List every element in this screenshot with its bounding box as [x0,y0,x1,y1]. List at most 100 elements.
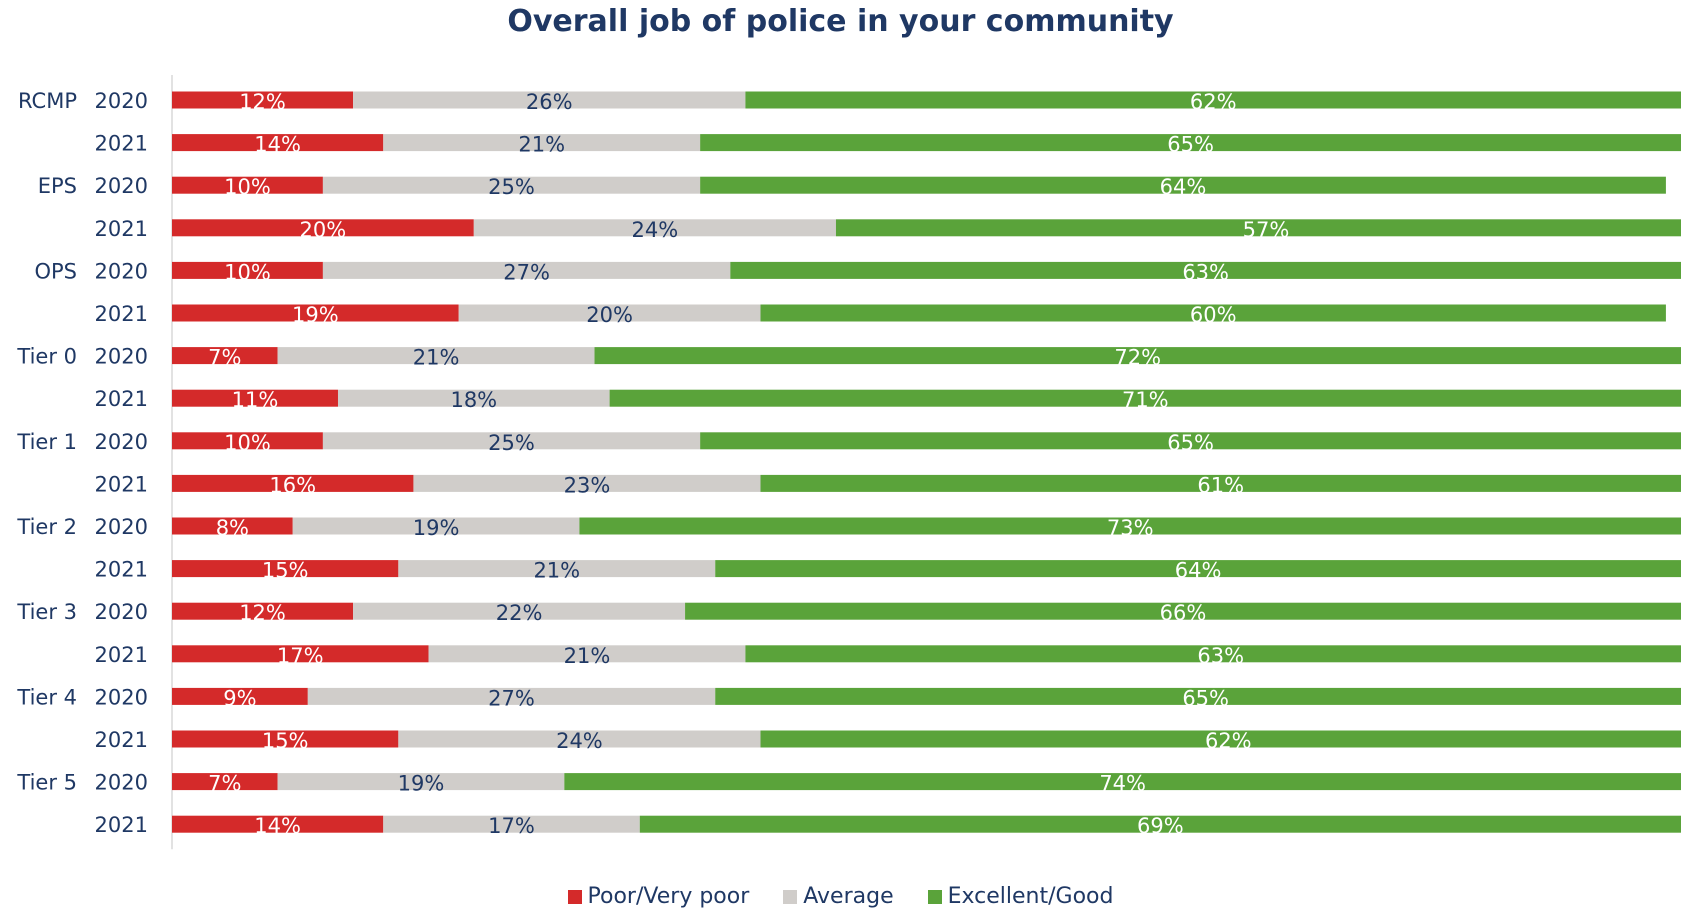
legend-swatch-average [783,889,798,904]
bar-segment [760,304,1666,322]
bar-segment [172,304,459,322]
bar-segment [172,389,338,407]
data-label: 14% [254,814,301,838]
year-tick-label: 2020 [95,174,148,198]
year-tick-label: 2020 [95,515,148,539]
bar-segment [700,176,1666,194]
group-tick-label: OPS [34,259,77,283]
year-tick-label: 2021 [95,132,148,156]
data-label: 21% [413,346,460,370]
data-label: 24% [632,218,679,242]
bar-segment [760,730,1681,748]
data-label: 19% [413,516,460,540]
bar-segment [835,219,1681,237]
bar-segment [172,261,323,279]
legend-item-excellent: Excellent/Good [927,884,1114,909]
data-label: 26% [526,90,573,114]
data-label: 10% [224,260,271,284]
data-label: 22% [496,601,543,625]
data-label: 73% [1107,516,1154,540]
bar-segment [322,432,701,450]
data-label: 15% [262,729,309,753]
bar-segment [700,432,1681,450]
bar-segment [172,91,354,109]
chart-title: Overall job of police in your community [507,4,1174,39]
data-label: 11% [232,388,279,412]
bar-segment [322,261,731,279]
data-label: 18% [450,388,497,412]
data-label: 14% [254,133,301,157]
data-label: 23% [564,473,611,497]
data-label: 17% [488,814,535,838]
year-tick-label: 2020 [95,771,148,795]
bar-segment [322,176,701,194]
data-label: 65% [1182,686,1229,710]
data-label: 16% [269,473,316,497]
bar-segment [639,815,1681,833]
bar-segment [715,687,1681,705]
legend: Poor/Very poor Average Excellent/Good [0,884,1681,909]
data-label: 25% [488,431,535,455]
data-label: 24% [556,729,603,753]
data-label: 21% [533,559,580,583]
year-tick-label: 2020 [95,345,148,369]
bar-segment [715,560,1681,578]
group-tick-label: Tier 3 [16,600,77,624]
bar-segment [700,134,1681,152]
bar-segment [413,474,761,492]
data-label: 27% [503,260,550,284]
bar-segment [745,645,1681,663]
bar-segment [685,602,1681,620]
stacked-bar-chart: 2020 RCMP 12% 26% 62% 2021 14% 21% 65% 2020 EPS 10%… [16,75,1681,850]
year-tick-label: 2020 [95,259,148,283]
year-tick-label: 2021 [95,728,148,752]
data-label: 7% [208,346,241,370]
data-label: 65% [1167,133,1214,157]
legend-item-average: Average [783,884,894,909]
bar-segment [292,517,580,535]
legend-item-poor: Poor/Very poor [567,884,749,909]
data-label: 69% [1137,814,1184,838]
data-label: 61% [1197,473,1244,497]
bar-segment [172,517,293,535]
data-label: 71% [1122,388,1169,412]
bar-segment [337,389,610,407]
legend-swatch-excellent [927,889,942,904]
year-tick-label: 2020 [95,685,148,709]
data-label: 12% [239,90,286,114]
data-label: 10% [224,431,271,455]
data-label: 20% [586,303,633,327]
year-tick-label: 2021 [95,387,148,411]
bar-segment [564,773,1681,791]
bar-segment [353,91,746,109]
data-label: 12% [239,601,286,625]
group-tick-label: Tier 4 [16,685,77,709]
bar-segment [172,687,308,705]
data-label: 8% [216,516,249,540]
data-label: 66% [1160,601,1207,625]
legend-label-excellent: Excellent/Good [947,884,1114,909]
bar-segment [383,815,640,833]
bar-segment [760,474,1681,492]
bar-segment [428,645,746,663]
bar-segment [172,730,399,748]
bar-segment [172,560,399,578]
year-tick-label: 2021 [95,472,148,496]
bar-segment [579,517,1681,535]
data-label: 19% [292,303,339,327]
data-label: 62% [1205,729,1252,753]
bar-segment [172,773,278,791]
year-tick-label: 2021 [95,302,148,326]
data-label: 20% [300,218,347,242]
data-label: 7% [208,772,241,796]
year-tick-label: 2021 [95,813,148,837]
bar-segment [458,304,761,322]
bar-segment [172,347,278,365]
bar-segment [172,815,384,833]
data-label: 72% [1114,346,1161,370]
data-label: 62% [1190,90,1237,114]
bar-segment [277,773,565,791]
legend-swatch-poor [567,889,582,904]
bar-segment [172,474,414,492]
data-label: 63% [1182,260,1229,284]
